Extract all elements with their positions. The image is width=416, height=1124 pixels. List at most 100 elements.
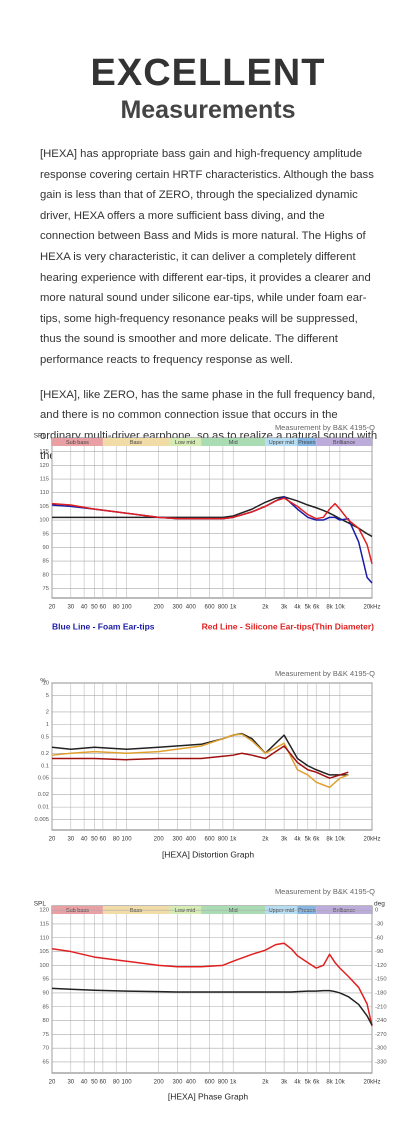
- band-label: Low mid: [175, 908, 195, 914]
- x-tick-label: 300: [172, 837, 183, 843]
- x-tick-label: 80: [113, 837, 120, 843]
- y-tick-label: 75: [43, 1032, 49, 1038]
- x-tick-label: 800: [218, 1080, 229, 1086]
- chart-caption: [HEXA] Phase Graph: [168, 1091, 249, 1101]
- y-axis-label: SPL: [34, 433, 47, 440]
- band-label: Bass: [130, 908, 142, 914]
- y-tick-label: 0.1: [41, 763, 49, 769]
- band: [102, 438, 170, 446]
- band-label: Brilliance: [333, 440, 355, 446]
- x-tick-label: 20: [49, 605, 56, 611]
- x-tick-label: 80: [113, 605, 120, 611]
- y-tick-label: 120: [39, 908, 49, 914]
- y2-tick-label: 0: [375, 908, 378, 914]
- y-tick-label: 0.01: [38, 805, 49, 811]
- band-label: Presen: [298, 908, 315, 914]
- paragraph: [HEXA] has appropriate bass gain and hig…: [40, 148, 374, 366]
- x-tick-label: 30: [67, 605, 74, 611]
- y-tick-label: 90: [43, 990, 49, 996]
- y-tick-label: 65: [43, 1059, 49, 1065]
- x-tick-label: 2k: [262, 837, 269, 843]
- y-tick-label: 85: [43, 1004, 49, 1010]
- y2-tick-label: -270: [375, 1032, 387, 1038]
- chart-caption: [HEXA] Distortion Graph: [162, 849, 254, 859]
- x-tick-label: 200: [154, 1080, 165, 1086]
- legend-entry: Blue Line - Foam Ear-tips: [52, 621, 155, 631]
- y-tick-label: 95: [43, 977, 49, 983]
- x-tick-label: 600: [205, 1080, 216, 1086]
- x-tick-label: 20kHz: [363, 1080, 380, 1086]
- y-tick-label: 10: [43, 681, 49, 687]
- x-tick-label: 5k: [305, 1080, 312, 1086]
- y-tick-label: 100: [39, 963, 49, 969]
- x-tick-label: 3k: [281, 1080, 288, 1086]
- band: [265, 438, 298, 446]
- y-tick-label: 70: [43, 1046, 49, 1052]
- series-line: [51, 987, 373, 1026]
- x-tick-label: 8k: [326, 1080, 333, 1086]
- x-tick-label: 100: [122, 1080, 133, 1086]
- y-tick-label: 105: [39, 504, 49, 510]
- y-tick-label: 110: [40, 935, 49, 941]
- x-tick-label: 100: [122, 605, 133, 611]
- band-label: Mid: [229, 440, 238, 446]
- x-tick-label: 60: [100, 605, 107, 611]
- y2-tick-label: -240: [375, 1018, 387, 1024]
- y-axis-label: SPL: [34, 901, 47, 908]
- band-label: Presen: [298, 440, 315, 446]
- x-tick-label: 200: [154, 837, 165, 843]
- y-tick-label: 120: [39, 463, 49, 469]
- x-tick-label: 6k: [313, 605, 320, 611]
- x-tick-label: 10k: [335, 605, 346, 611]
- band: [52, 438, 103, 446]
- y2-tick-label: -180: [375, 990, 387, 996]
- y-tick-label: 105: [39, 949, 49, 955]
- series-line: [51, 942, 373, 1027]
- band: [201, 438, 266, 446]
- x-tick-label: 40: [81, 605, 88, 611]
- y-axis-label: %: [40, 678, 46, 685]
- x-tick-label: 5k: [305, 837, 312, 843]
- band-label: Mid: [229, 908, 238, 914]
- band-label: Sub bass: [66, 908, 89, 914]
- band-label: Upper mid: [269, 440, 294, 446]
- y2-tick-label: -90: [375, 949, 383, 955]
- x-tick-label: 2k: [262, 605, 269, 611]
- plot-area: [51, 905, 373, 1074]
- x-tick-label: 20: [49, 837, 56, 843]
- band-label: Upper mid: [269, 908, 294, 914]
- x-tick-label: 5k: [305, 605, 312, 611]
- plot-area: [51, 682, 373, 831]
- x-tick-label: 1k: [230, 1080, 237, 1086]
- x-tick-label: 1k: [230, 605, 237, 611]
- x-tick-label: 200: [154, 605, 165, 611]
- series-line: [52, 745, 349, 779]
- x-tick-label: 100: [122, 837, 133, 843]
- y2-tick-label: -150: [375, 977, 387, 983]
- x-tick-label: 50: [91, 1080, 98, 1086]
- y2-tick-label: -30: [375, 921, 383, 927]
- x-tick-label: 800: [218, 605, 229, 611]
- y-tick-label: 90: [43, 545, 49, 551]
- x-tick-label: 40: [81, 1080, 88, 1086]
- x-tick-label: 400: [186, 1080, 197, 1086]
- y2-tick-label: -210: [375, 1004, 387, 1010]
- x-tick-label: 800: [218, 837, 229, 843]
- source-label: Measurement by B&K 4195-Q: [275, 669, 375, 678]
- y2-tick-label: -330: [375, 1059, 387, 1065]
- x-tick-label: 600: [205, 837, 216, 843]
- y2-tick-label: -60: [375, 935, 383, 941]
- y-tick-label: 2: [46, 709, 49, 715]
- x-tick-label: 1k: [230, 837, 237, 843]
- x-tick-label: 50: [91, 605, 98, 611]
- band-label: Brilliance: [333, 908, 355, 914]
- x-tick-label: 4k: [294, 605, 301, 611]
- x-tick-label: 40: [81, 837, 88, 843]
- x-tick-label: 2k: [262, 1080, 269, 1086]
- y-tick-label: 95: [43, 531, 49, 537]
- x-tick-label: 30: [67, 837, 74, 843]
- series-line: [51, 732, 349, 776]
- y-tick-label: 0.5: [41, 734, 49, 740]
